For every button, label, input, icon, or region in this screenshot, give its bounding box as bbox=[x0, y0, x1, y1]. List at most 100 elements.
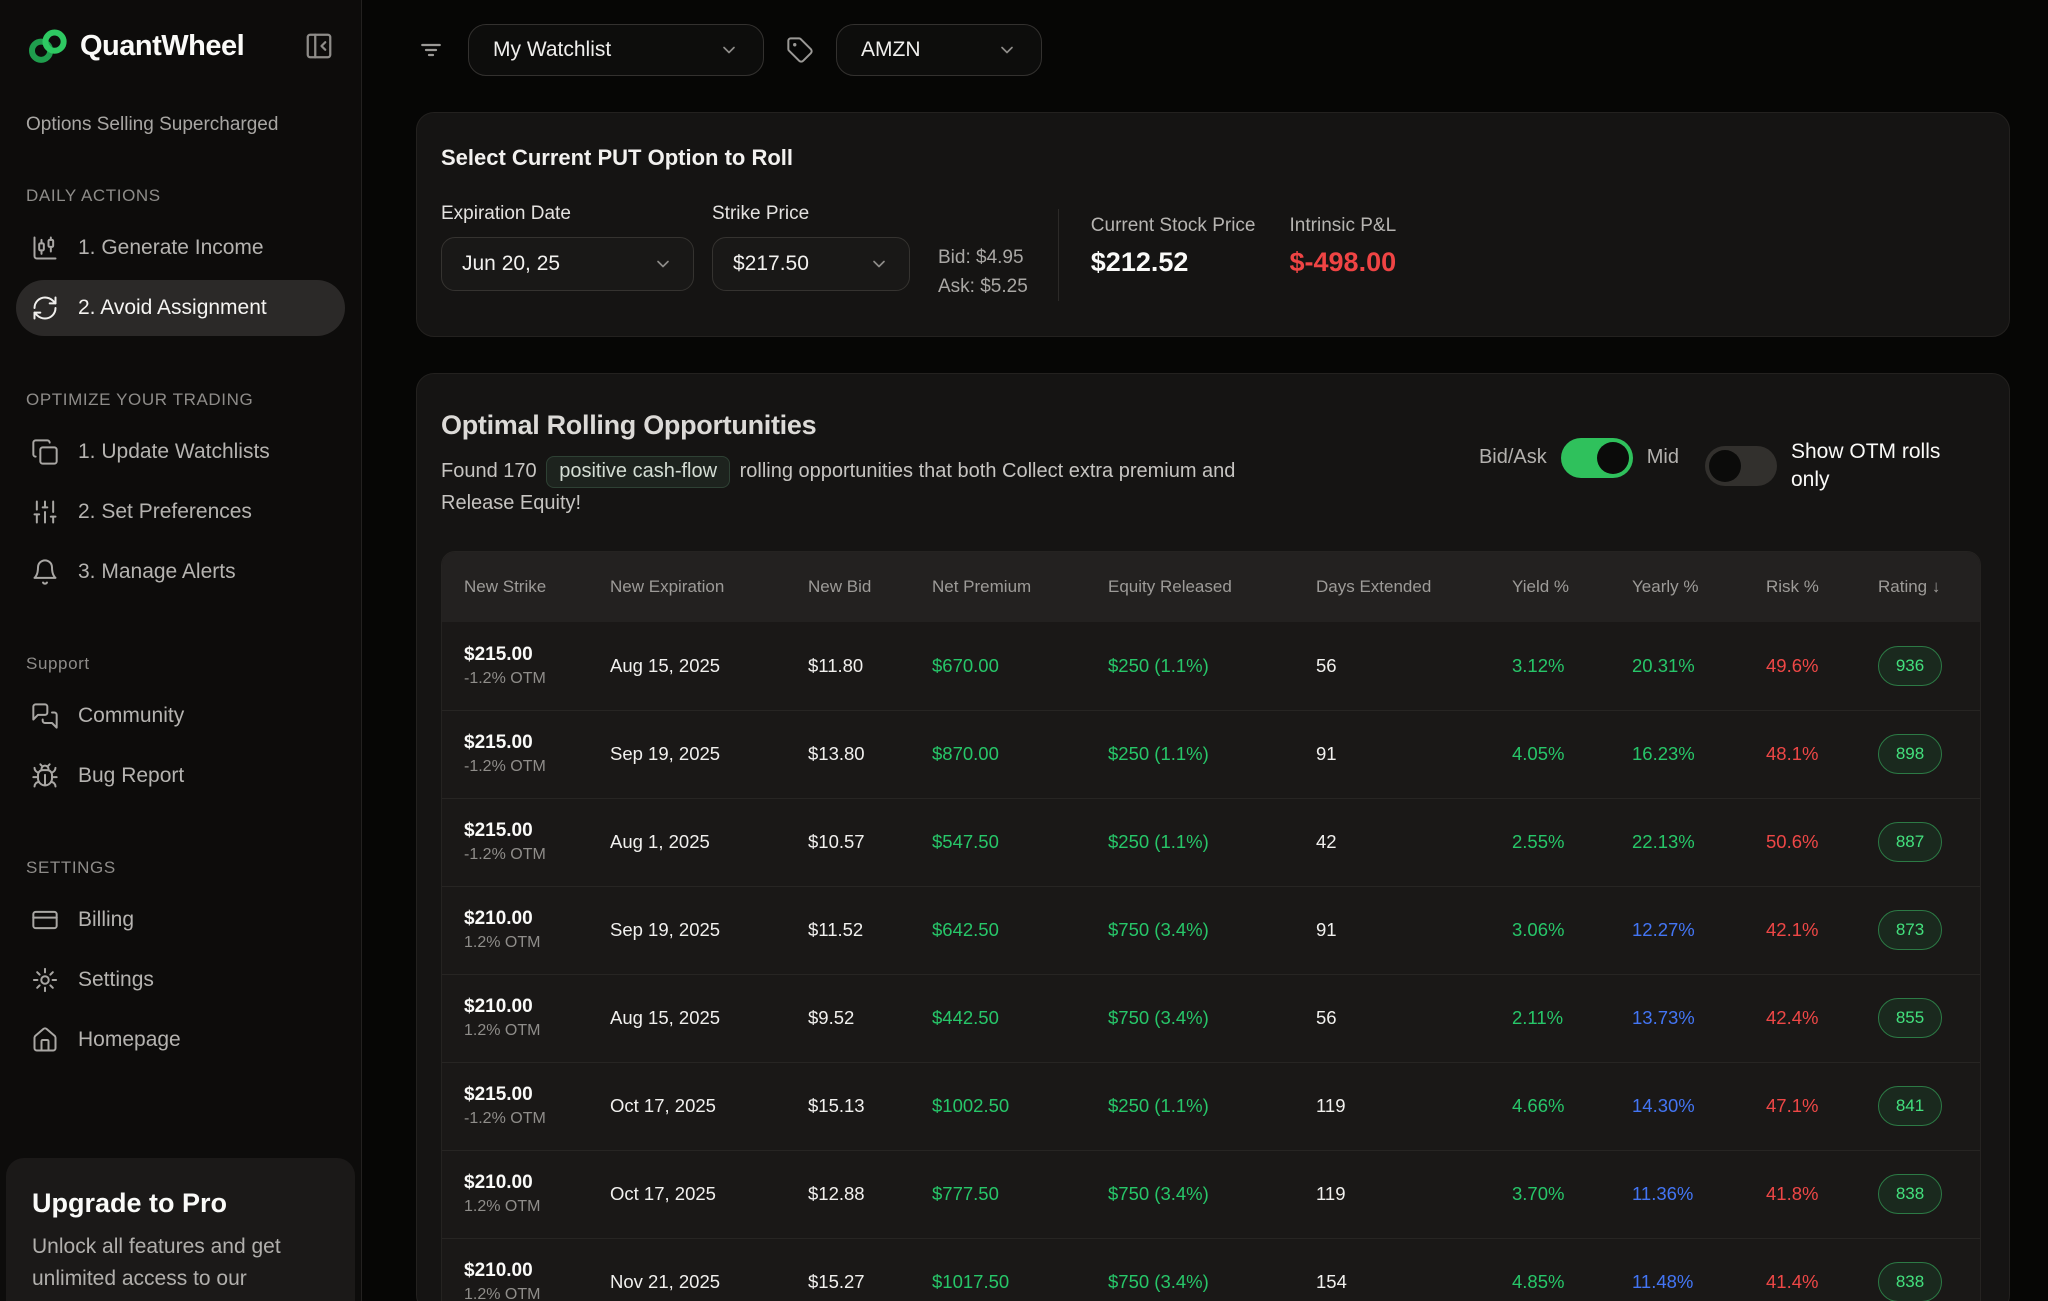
yearly-cell: 22.13% bbox=[1632, 831, 1695, 853]
credit-card-icon bbox=[30, 905, 60, 935]
sidebar-item-homepage[interactable]: Homepage bbox=[16, 1012, 345, 1068]
column-header-new-strike[interactable]: New Strike bbox=[464, 576, 547, 596]
sidebar-item-set-preferences[interactable]: 2. Set Preferences bbox=[16, 484, 345, 540]
sidebar-item-settings[interactable]: Settings bbox=[16, 952, 345, 1008]
column-header-new-expiration[interactable]: New Expiration bbox=[610, 576, 725, 596]
table-row[interactable]: $210.00 1.2% OTM Aug 15, 2025 $9.52 $442… bbox=[442, 973, 1980, 1062]
opportunities-header: Optimal Rolling Opportunities Found 170 … bbox=[441, 410, 1981, 519]
sidebar-item-billing[interactable]: Billing bbox=[16, 892, 345, 948]
opportunities-toggles: Bid/Ask Mid Show OTM rolls only bbox=[1478, 437, 1981, 495]
column-header-new-bid[interactable]: New Bid bbox=[808, 576, 872, 596]
new-bid-cell: $10.57 bbox=[808, 831, 865, 853]
net-premium-cell: $547.50 bbox=[932, 831, 999, 853]
rating-badge: 838 bbox=[1878, 1262, 1942, 1301]
new-expiration-cell: Sep 19, 2025 bbox=[610, 743, 721, 765]
bug-icon bbox=[30, 761, 60, 791]
cashflow-badge: positive cash-flow bbox=[546, 455, 731, 488]
column-header-risk[interactable]: Risk % bbox=[1766, 576, 1819, 596]
risk-cell: 41.4% bbox=[1766, 1271, 1819, 1293]
chevron-down-icon bbox=[997, 40, 1017, 60]
new-strike-cell: $210.00 1.2% OTM bbox=[442, 908, 610, 952]
expiration-field: Expiration Date Jun 20, 25 bbox=[441, 203, 694, 291]
rating-cell: 887 bbox=[1878, 822, 1980, 863]
sidebar-item-label: Homepage bbox=[78, 1028, 181, 1051]
section-support: Support Community bbox=[16, 654, 345, 804]
column-header-net-premium[interactable]: Net Premium bbox=[932, 576, 1032, 596]
sidebar-item-bug-report[interactable]: Bug Report bbox=[16, 748, 345, 804]
days-extended-cell: 56 bbox=[1316, 1007, 1337, 1029]
days-extended-cell: 91 bbox=[1316, 743, 1337, 765]
new-strike-cell: $210.00 1.2% OTM bbox=[442, 1260, 610, 1301]
upgrade-to-pro-panel[interactable]: Upgrade to Pro Unlock all features and g… bbox=[6, 1158, 355, 1301]
rating-badge: 838 bbox=[1878, 1174, 1942, 1215]
table-row[interactable]: $215.00 -1.2% OTM Aug 1, 2025 $10.57 $54… bbox=[442, 797, 1980, 886]
column-header-equity-released[interactable]: Equity Released bbox=[1108, 576, 1232, 596]
risk-cell: 42.4% bbox=[1766, 1007, 1819, 1029]
otm-percent: -1.2% OTM bbox=[464, 1110, 546, 1128]
new-bid-cell: $11.80 bbox=[808, 654, 864, 676]
equity-released-cell: $750 (3.4%) bbox=[1108, 1183, 1209, 1205]
column-header-days-extended[interactable]: Days Extended bbox=[1316, 576, 1432, 596]
table-row[interactable]: $215.00 -1.2% OTM Sep 19, 2025 $13.80 $8… bbox=[442, 709, 1980, 798]
yearly-cell: 12.27% bbox=[1632, 919, 1695, 941]
net-premium-cell: $1017.50 bbox=[932, 1271, 1010, 1293]
days-extended-cell: 56 bbox=[1316, 654, 1337, 676]
new-strike-cell: $215.00 -1.2% OTM bbox=[442, 644, 610, 688]
otm-only-switch[interactable] bbox=[1705, 446, 1777, 487]
yield-cell: 3.12% bbox=[1512, 654, 1565, 676]
strike-value: $210.00 bbox=[464, 1260, 533, 1282]
new-expiration-cell: Sep 19, 2025 bbox=[610, 919, 721, 941]
ticker-select[interactable]: AMZN bbox=[836, 24, 1042, 76]
table-row[interactable]: $215.00 -1.2% OTM Aug 15, 2025 $11.80 $6… bbox=[442, 622, 1980, 710]
filter-icon[interactable] bbox=[416, 35, 446, 65]
strike-value: $217.50 bbox=[733, 252, 809, 275]
otm-toggle-group: Show OTM rolls only bbox=[1705, 438, 1981, 495]
sidebar-item-label: 2. Avoid Assignment bbox=[78, 296, 267, 319]
sidebar-collapse-button[interactable] bbox=[301, 28, 337, 64]
new-expiration-cell: Aug 15, 2025 bbox=[610, 1007, 721, 1029]
watchlist-select[interactable]: My Watchlist bbox=[468, 24, 764, 76]
table-row[interactable]: $210.00 1.2% OTM Nov 21, 2025 $15.27 $10… bbox=[442, 1237, 1980, 1301]
yearly-cell: 13.73% bbox=[1632, 1007, 1695, 1029]
strike-field: Strike Price $217.50 bbox=[712, 203, 910, 291]
column-header-yield[interactable]: Yield % bbox=[1512, 576, 1570, 596]
sidebar-item-update-watchlists[interactable]: 1. Update Watchlists bbox=[16, 424, 345, 480]
yearly-cell: 11.48% bbox=[1632, 1271, 1694, 1293]
quantwheel-logo-icon bbox=[28, 29, 67, 63]
column-header-rating-sorted[interactable]: Rating ↓ bbox=[1878, 576, 1941, 596]
upgrade-title: Upgrade to Pro bbox=[32, 1188, 228, 1218]
sidebar-item-manage-alerts[interactable]: 3. Manage Alerts bbox=[16, 544, 345, 600]
rating-cell: 936 bbox=[1878, 645, 1980, 686]
divider bbox=[1057, 209, 1059, 301]
mid-toggle-label: Mid bbox=[1646, 446, 1679, 469]
sidebar-item-generate-income[interactable]: 1. Generate Income bbox=[16, 220, 345, 276]
new-strike-cell: $215.00 -1.2% OTM bbox=[442, 820, 610, 864]
strike-select[interactable]: $217.50 bbox=[712, 237, 910, 291]
bidask-toggle-label: Bid/Ask bbox=[1478, 446, 1547, 469]
chevron-down-icon bbox=[653, 254, 673, 274]
price-mode-switch[interactable] bbox=[1560, 437, 1633, 478]
days-extended-cell: 154 bbox=[1316, 1271, 1347, 1293]
table-row[interactable]: $210.00 1.2% OTM Sep 19, 2025 $11.52 $64… bbox=[442, 885, 1980, 974]
bid-ask-quote: Bid: $4.95 Ask: $5.25 bbox=[938, 243, 1028, 302]
yearly-cell: 11.36% bbox=[1632, 1183, 1694, 1205]
table-row[interactable]: $215.00 -1.2% OTM Oct 17, 2025 $15.13 $1… bbox=[442, 1061, 1980, 1150]
net-premium-cell: $1002.50 bbox=[932, 1095, 1010, 1117]
pnl-label: Intrinsic P&L bbox=[1289, 215, 1397, 236]
expiration-select[interactable]: Jun 20, 25 bbox=[441, 237, 694, 291]
put-selector-title: Select Current PUT Option to Roll bbox=[441, 145, 794, 170]
yearly-cell: 20.31% bbox=[1632, 654, 1695, 676]
table-row[interactable]: $210.00 1.2% OTM Oct 17, 2025 $12.88 $77… bbox=[442, 1149, 1980, 1238]
sidebar-item-label: Bug Report bbox=[78, 764, 185, 787]
otm-percent: 1.2% OTM bbox=[464, 1022, 541, 1040]
otm-toggle-label: Show OTM rolls only bbox=[1791, 439, 1941, 492]
found-prefix: Found 170 bbox=[441, 459, 537, 482]
topbar: My Watchlist AMZN bbox=[416, 0, 2010, 76]
table-body: $215.00 -1.2% OTM Aug 15, 2025 $11.80 $6… bbox=[442, 622, 1980, 1301]
column-header-yearly[interactable]: Yearly % bbox=[1632, 576, 1699, 596]
net-premium-cell: $670.00 bbox=[932, 654, 999, 676]
strike-value: $215.00 bbox=[464, 643, 533, 665]
sidebar-item-avoid-assignment[interactable]: 2. Avoid Assignment bbox=[16, 280, 345, 336]
new-strike-cell: $210.00 1.2% OTM bbox=[442, 1172, 610, 1216]
sidebar-item-community[interactable]: Community bbox=[16, 688, 345, 744]
